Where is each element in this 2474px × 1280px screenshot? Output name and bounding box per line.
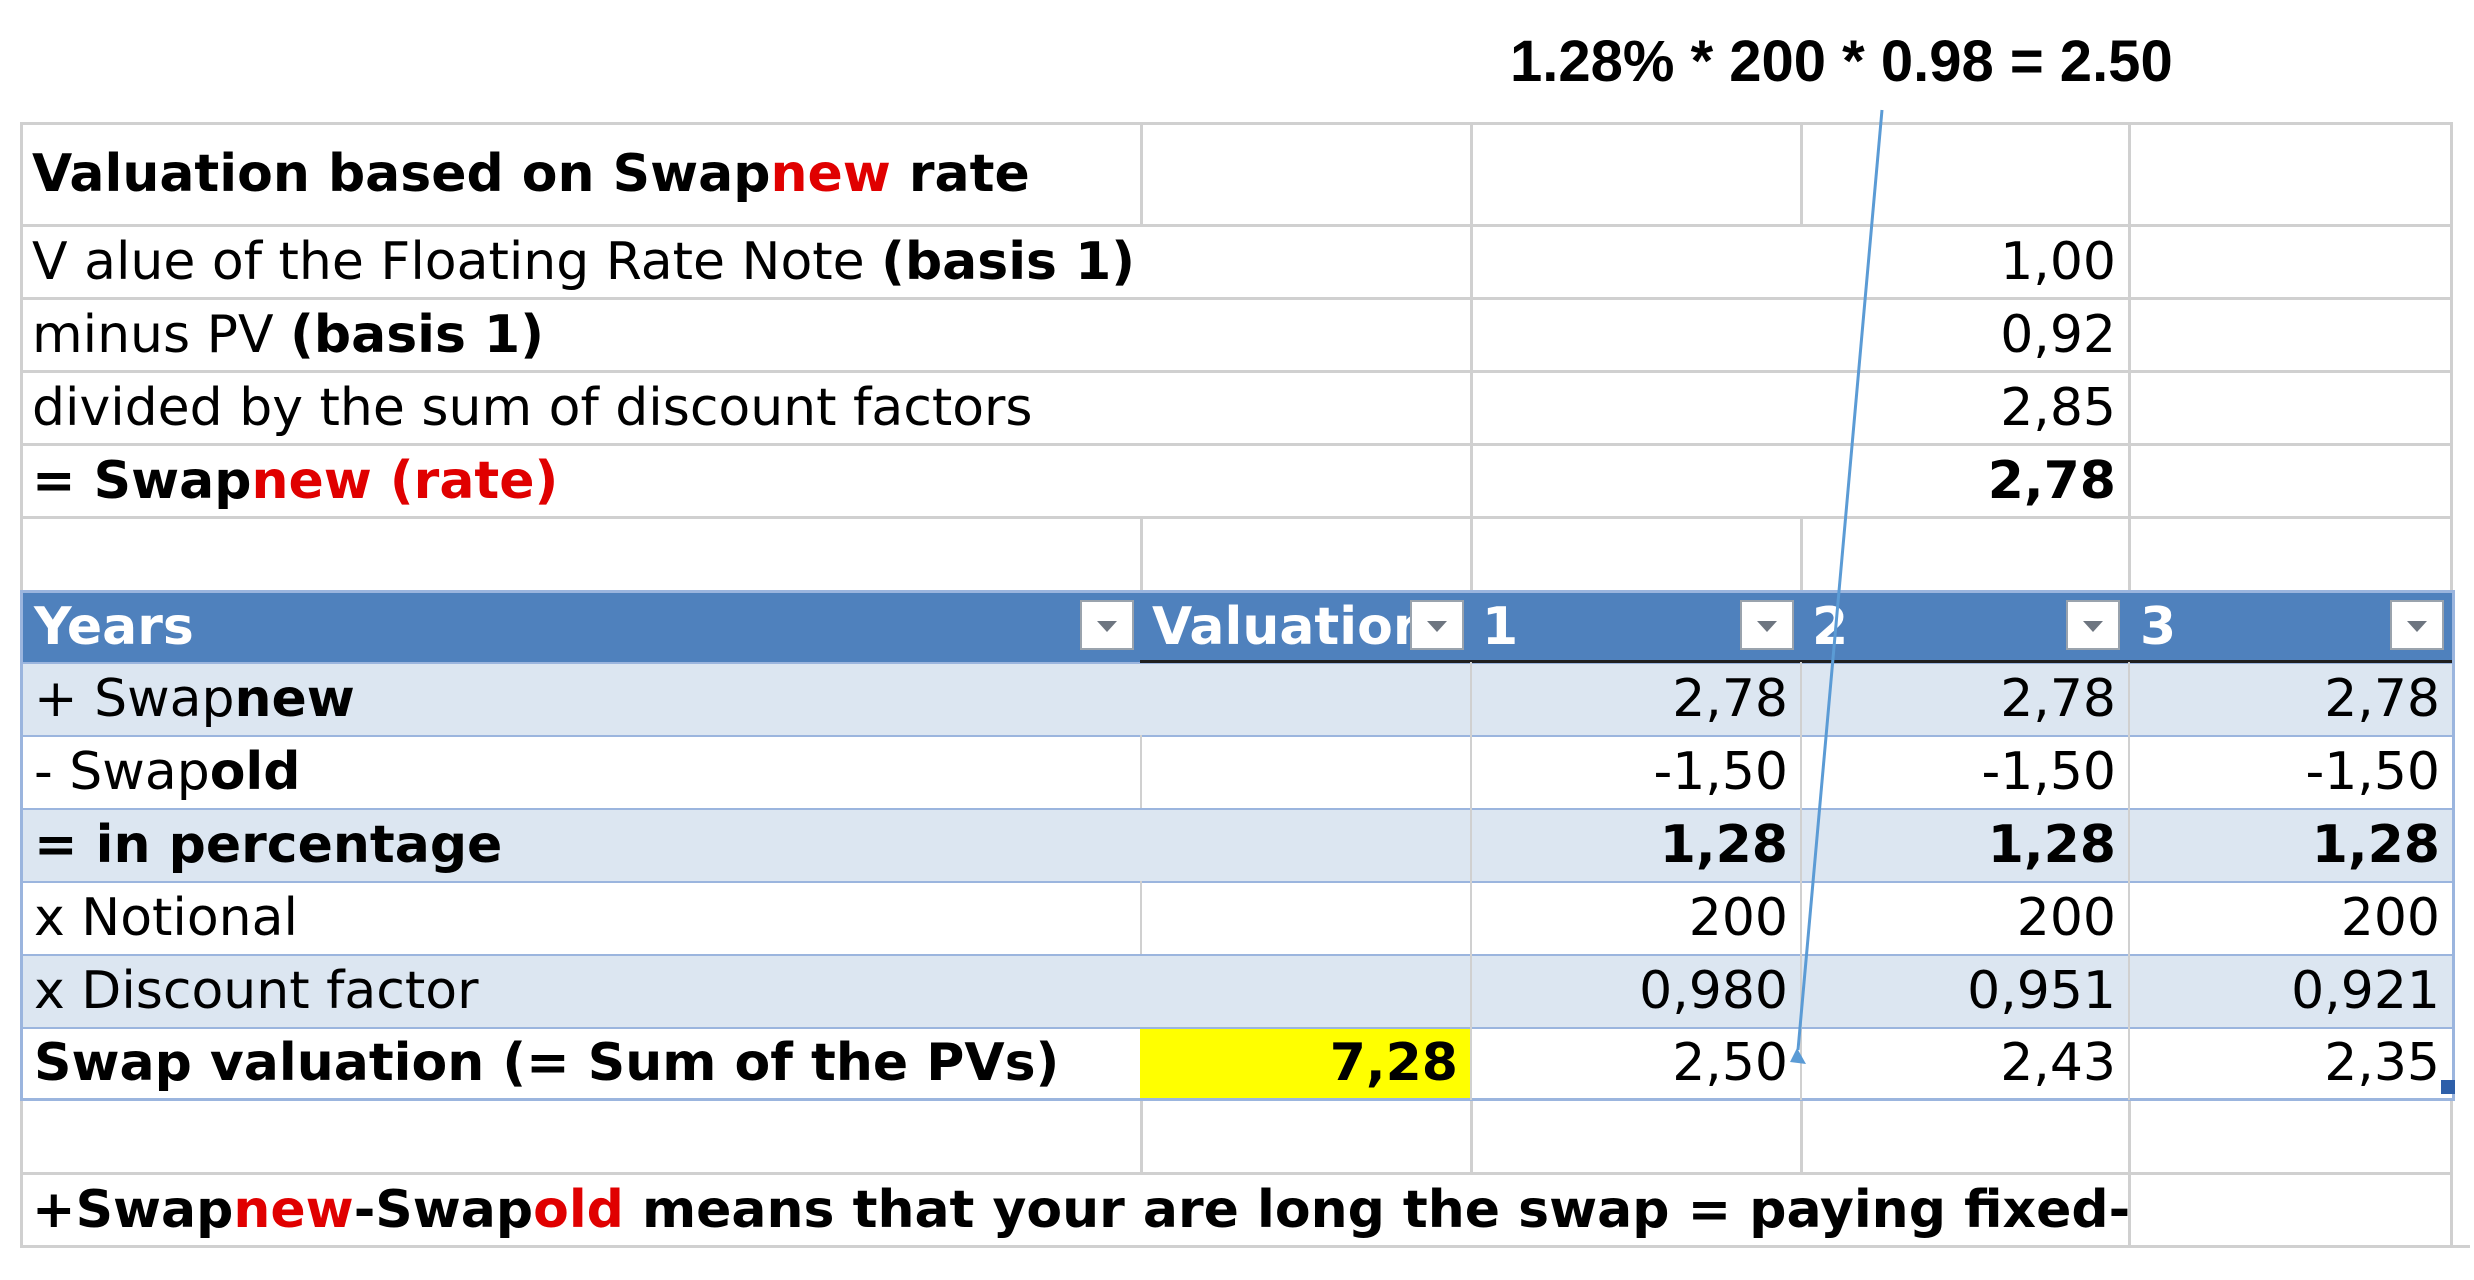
table-resize-handle[interactable]	[2441, 1080, 2455, 1094]
row-percentage-y1: 1,28	[1659, 815, 1788, 875]
row-swapold-y2: -1,50	[1981, 742, 2116, 802]
table-band-3	[22, 808, 2452, 881]
sum-discount-value: 2,85	[2000, 378, 2116, 438]
row-discount-y3: 0,921	[2291, 961, 2440, 1021]
table-band-5	[22, 954, 2452, 1027]
frn-value-label: V alue of the Floating Rate Note (basis …	[32, 232, 1136, 292]
row-percentage-label: = in percentage	[34, 815, 503, 875]
row-notional-label: x Notional	[34, 888, 298, 948]
sum-discount-label: divided by the sum of discount factors	[32, 378, 1033, 438]
row-swapold-y1: -1,50	[1653, 742, 1788, 802]
valuation-filter-dropdown[interactable]	[1410, 600, 1464, 650]
valuation-highlight	[1140, 1027, 1471, 1100]
row-valuation-y3: 2,35	[2324, 1033, 2440, 1093]
swapnew-rate-label: = Swapnew (rate)	[32, 451, 559, 511]
year-3-filter-dropdown[interactable]	[2390, 600, 2444, 650]
row-discount-y1: 0,980	[1639, 961, 1788, 1021]
header-years: Years	[34, 597, 194, 657]
row-discount-label: x Discount factor	[34, 961, 479, 1021]
row-valuation-total: 7,28	[1329, 1033, 1458, 1093]
table-band-1	[22, 662, 2452, 735]
row-swapold-label: - Swapold	[34, 742, 301, 802]
header-year-3: 3	[2140, 597, 2177, 657]
section-title: Valuation based on Swapnew rate	[32, 144, 1030, 204]
row-valuation-label: Swap valuation (= Sum of the PVs)	[34, 1033, 1060, 1093]
row-valuation-y1: 2,50	[1672, 1033, 1788, 1093]
row-swapnew-y1: 2,78	[1672, 669, 1788, 729]
header-valuation: Valuation	[1152, 597, 1418, 657]
header-year-1: 1	[1482, 597, 1519, 657]
row-swapnew-y3: 2,78	[2324, 669, 2440, 729]
row-swapold-y3: -1,50	[2305, 742, 2440, 802]
row-valuation-y2: 2,43	[2000, 1033, 2116, 1093]
footer-note: +Swapnew-Swapold means that your are lon…	[32, 1180, 2128, 1240]
header-year-2: 2	[1812, 597, 1849, 657]
arrow-head	[1790, 1048, 1806, 1064]
swapnew-rate-value: 2,78	[1987, 451, 2116, 511]
row-percentage-y2: 1,28	[1987, 815, 2116, 875]
row-swapnew-y2: 2,78	[2000, 669, 2116, 729]
formula-annotation: 1.28% * 200 * 0.98 = 2.50	[1510, 29, 2173, 94]
years-filter-dropdown[interactable]	[1080, 600, 1134, 650]
year-2-filter-dropdown[interactable]	[2066, 600, 2120, 650]
row-notional-y1: 200	[1688, 888, 1788, 948]
row-percentage-y3: 1,28	[2311, 815, 2440, 875]
year-1-filter-dropdown[interactable]	[1740, 600, 1794, 650]
row-swapnew-label: + Swapnew	[34, 669, 355, 729]
minus-pv-value: 0,92	[2000, 305, 2116, 365]
frn-value: 1,00	[2000, 232, 2116, 292]
row-notional-y3: 200	[2340, 888, 2440, 948]
row-discount-y2: 0,951	[1967, 961, 2116, 1021]
arrow-line	[1796, 109, 1884, 1051]
row-notional-y2: 200	[2016, 888, 2116, 948]
minus-pv-label: minus PV (basis 1)	[32, 305, 544, 365]
table-header-band	[22, 590, 2452, 662]
